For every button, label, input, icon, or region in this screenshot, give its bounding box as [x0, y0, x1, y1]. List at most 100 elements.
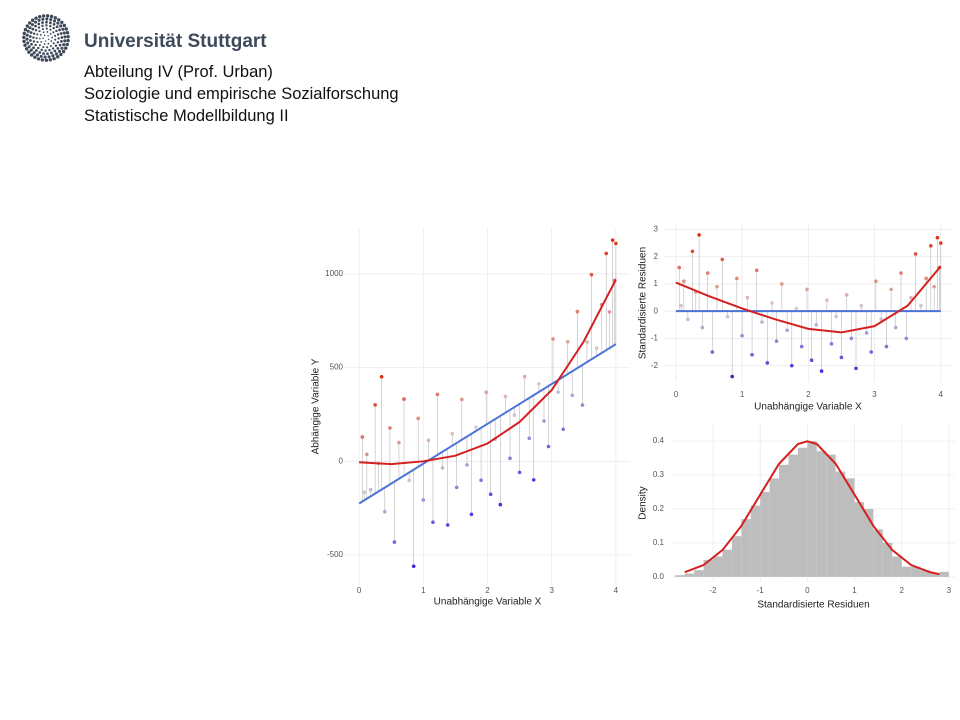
logo-dot: [55, 55, 60, 59]
x-tick-label: 4: [614, 586, 619, 595]
logo-dot: [49, 51, 53, 55]
logo-dot: [32, 51, 36, 55]
histogram-bar: [873, 529, 883, 577]
data-point: [770, 301, 774, 305]
logo-dot: [49, 18, 53, 22]
logo-dot: [47, 35, 49, 37]
logo-dot: [34, 49, 38, 52]
logo-dot: [61, 49, 66, 54]
data-point: [589, 272, 594, 277]
logo-dot: [60, 40, 63, 43]
logo-dot: [35, 37, 38, 40]
x-tick-label: 2: [899, 586, 904, 595]
histogram-bar: [835, 471, 846, 577]
data-point: [614, 241, 618, 246]
histogram-bar: [892, 556, 902, 577]
logo-dot: [45, 27, 48, 30]
data-point: [362, 490, 367, 495]
histogram-bar: [675, 575, 685, 577]
data-point: [829, 342, 834, 346]
data-point: [730, 374, 734, 379]
logo-dot: [36, 40, 39, 44]
logo-dot: [34, 16, 38, 20]
logo-dot: [29, 53, 34, 57]
y-tick-label: 0: [654, 306, 659, 315]
data-point: [809, 358, 814, 363]
logo-dot: [52, 42, 55, 45]
y-tick-label: 0: [339, 456, 344, 465]
data-point: [435, 392, 440, 397]
logo-dot: [43, 43, 46, 45]
data-point: [542, 419, 546, 423]
data-point: [397, 440, 401, 445]
logo-dot: [25, 37, 29, 41]
data-point: [932, 284, 936, 289]
logo-dot: [41, 14, 46, 18]
data-point: [479, 478, 483, 483]
data-point: [440, 466, 445, 470]
data-point: [508, 456, 512, 461]
x-tick-label: 4: [939, 390, 944, 399]
logo-dot: [22, 35, 26, 40]
logo-dot: [36, 57, 41, 61]
data-point: [503, 394, 508, 399]
logo-dot: [33, 55, 37, 59]
data-point: [754, 268, 759, 273]
x-axis-label: Unabhängige Variable X: [434, 597, 542, 608]
logo-dot: [56, 47, 60, 50]
logo-dot: [38, 44, 41, 47]
logo-dot: [52, 31, 55, 34]
data-point: [531, 478, 536, 482]
logo-dot: [38, 37, 41, 40]
data-point: [690, 249, 695, 254]
logo-dot: [54, 44, 58, 47]
data-point: [799, 344, 804, 349]
logo-dot: [41, 21, 44, 24]
histogram-bar: [684, 573, 695, 577]
logo-dot: [42, 52, 45, 56]
logo-dot: [28, 26, 32, 30]
data-point: [864, 331, 869, 335]
data-point: [785, 328, 789, 333]
y-tick-label: 0.2: [653, 504, 665, 513]
data-point: [924, 276, 928, 281]
data-point: [537, 382, 541, 386]
histogram-bar: [797, 447, 808, 577]
data-point: [368, 487, 373, 492]
data-point: [561, 427, 566, 432]
histogram-bar: [788, 454, 798, 577]
logo-dot: [40, 41, 43, 43]
histogram-bar: [722, 549, 732, 577]
logo-dot: [44, 49, 47, 52]
logo-dot: [59, 24, 63, 28]
x-tick-label: 0: [357, 586, 362, 595]
x-tick-label: 2: [806, 390, 811, 399]
y-tick-label: 0.1: [653, 538, 665, 547]
y-tick-label: -1: [651, 334, 659, 343]
header-line: Soziologie und empirische Sozialforschun…: [84, 85, 399, 103]
data-point: [904, 336, 909, 341]
logo-dot: [54, 52, 59, 56]
logo-dot: [38, 51, 42, 54]
data-point: [454, 485, 459, 490]
logo-dot: [23, 43, 27, 47]
logo-dot: [66, 34, 70, 39]
logo-dot: [50, 40, 53, 43]
data-point: [899, 271, 903, 275]
logo-dot: [46, 46, 49, 49]
logo-dot: [48, 21, 52, 25]
data-point: [909, 295, 913, 300]
logo-dot: [27, 50, 31, 54]
logo-dot: [30, 23, 35, 27]
logo-dot: [29, 39, 32, 42]
logo-dot: [65, 42, 69, 47]
histogram-bar: [930, 573, 940, 577]
data-point: [819, 369, 824, 373]
data-point: [484, 390, 489, 395]
data-point: [488, 492, 493, 497]
histogram-bar: [731, 536, 742, 577]
data-point: [682, 279, 686, 284]
y-tick-label: -2: [651, 361, 659, 370]
data-point: [607, 310, 612, 314]
data-point: [416, 416, 420, 421]
